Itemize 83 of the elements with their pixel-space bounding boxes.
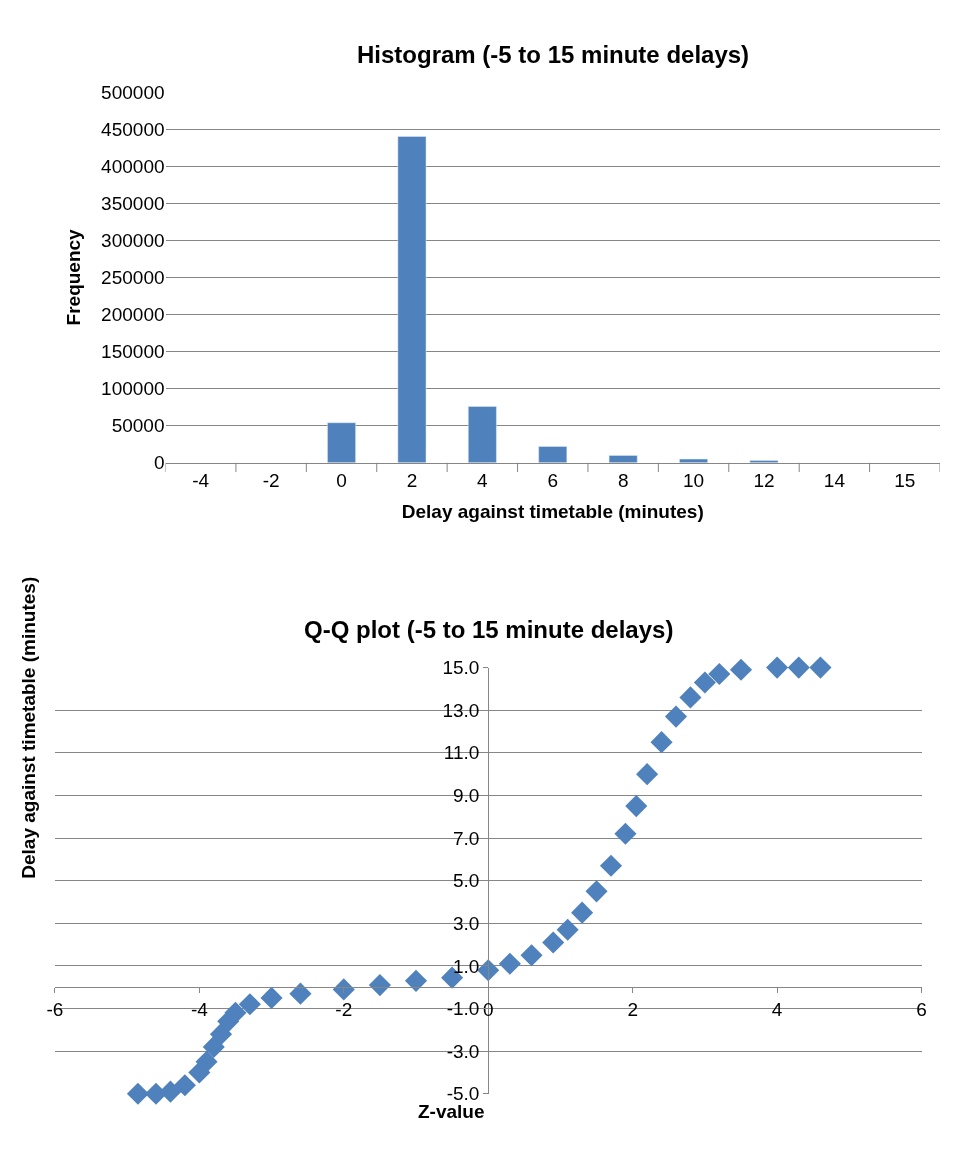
point [766, 656, 789, 679]
point [289, 982, 312, 1005]
y-tick-label: 0 [153, 452, 165, 474]
point [664, 705, 688, 728]
point [404, 969, 428, 992]
x-tick-label: -2 [262, 469, 280, 491]
point [202, 1035, 225, 1058]
point [209, 1023, 233, 1046]
point [498, 952, 521, 975]
y-tick-label: 300000 [101, 229, 165, 251]
point [238, 993, 261, 1016]
x-tick-label: 10 [683, 469, 705, 491]
y-tick-label: 150000 [101, 341, 165, 363]
point [556, 918, 579, 941]
point [708, 662, 731, 686]
point [650, 731, 673, 754]
point [477, 959, 500, 982]
y-axis-title: Delay against timetable (minutes) [18, 576, 40, 879]
y-tick-label: 400000 [101, 155, 165, 177]
point [126, 1082, 149, 1105]
x-axis-title: Delay against timetable (minutes) [401, 501, 704, 523]
y-axis-title: Frequency [62, 228, 84, 326]
point [173, 1074, 196, 1097]
y-tick-label: 9.0 [453, 785, 480, 807]
point [787, 656, 810, 679]
point [195, 1050, 218, 1073]
point [224, 1001, 247, 1024]
bar [327, 422, 356, 463]
x-tick-label: -4 [192, 469, 210, 491]
x-tick-label: 6 [916, 999, 927, 1021]
bar [468, 406, 497, 463]
point [625, 795, 648, 818]
point [729, 658, 753, 681]
bar [608, 455, 638, 463]
y-tick-label: 13.0 [442, 699, 480, 721]
chart-title: Q-Q plot (-5 to 15 minute delays) [304, 616, 674, 643]
y-tick-label: 500000 [101, 81, 165, 103]
x-tick-label: 4 [477, 469, 489, 491]
x-tick-label: 0 [336, 469, 347, 491]
y-tick-label: -1.0 [446, 998, 480, 1020]
y-tick-label: 450000 [101, 118, 165, 140]
x-tick-label: 0 [482, 999, 494, 1021]
x-tick-label: -2 [335, 999, 353, 1021]
point [542, 931, 565, 954]
y-tick-label: -3.0 [446, 1040, 480, 1062]
bar [538, 446, 568, 463]
point [636, 763, 659, 786]
x-tick-label: 12 [753, 469, 775, 491]
point [679, 686, 702, 709]
y-tick-label: 15.0 [442, 657, 480, 679]
x-tick-label: 2 [627, 999, 638, 1021]
y-tick-label: 3.0 [453, 912, 480, 934]
x-tick-label: -4 [190, 999, 209, 1021]
bar [679, 458, 708, 463]
y-tick-label: 7.0 [453, 827, 480, 849]
x-tick-label: 8 [617, 469, 629, 491]
point [585, 880, 608, 903]
bar [397, 136, 427, 463]
x-tick-label: 6 [547, 469, 559, 491]
x-tick-label: -6 [46, 999, 64, 1021]
point [332, 978, 355, 1001]
point [260, 986, 283, 1009]
x-tick-label: 14 [823, 469, 846, 491]
point [809, 656, 832, 679]
chart-title: Histogram (-5 to 15 minute delays) [357, 41, 750, 68]
point [159, 1080, 182, 1103]
y-tick-label: 50000 [111, 415, 165, 437]
y-tick-label: 250000 [101, 267, 165, 289]
y-tick-label: 100000 [101, 378, 165, 400]
point [368, 974, 391, 997]
y-tick-label: 11.0 [443, 742, 480, 764]
y-tick-label: 1.0 [453, 955, 480, 977]
y-tick-label: 200000 [101, 304, 165, 326]
point [614, 822, 637, 845]
point [520, 944, 543, 967]
x-tick-label: 2 [406, 469, 418, 491]
x-tick-label: 4 [771, 999, 783, 1021]
point [693, 671, 716, 694]
point [571, 901, 594, 924]
y-tick-label: 350000 [101, 192, 165, 214]
y-tick-label: 5.0 [453, 870, 480, 892]
point [599, 854, 623, 877]
x-tick-label: 15 [894, 469, 916, 491]
